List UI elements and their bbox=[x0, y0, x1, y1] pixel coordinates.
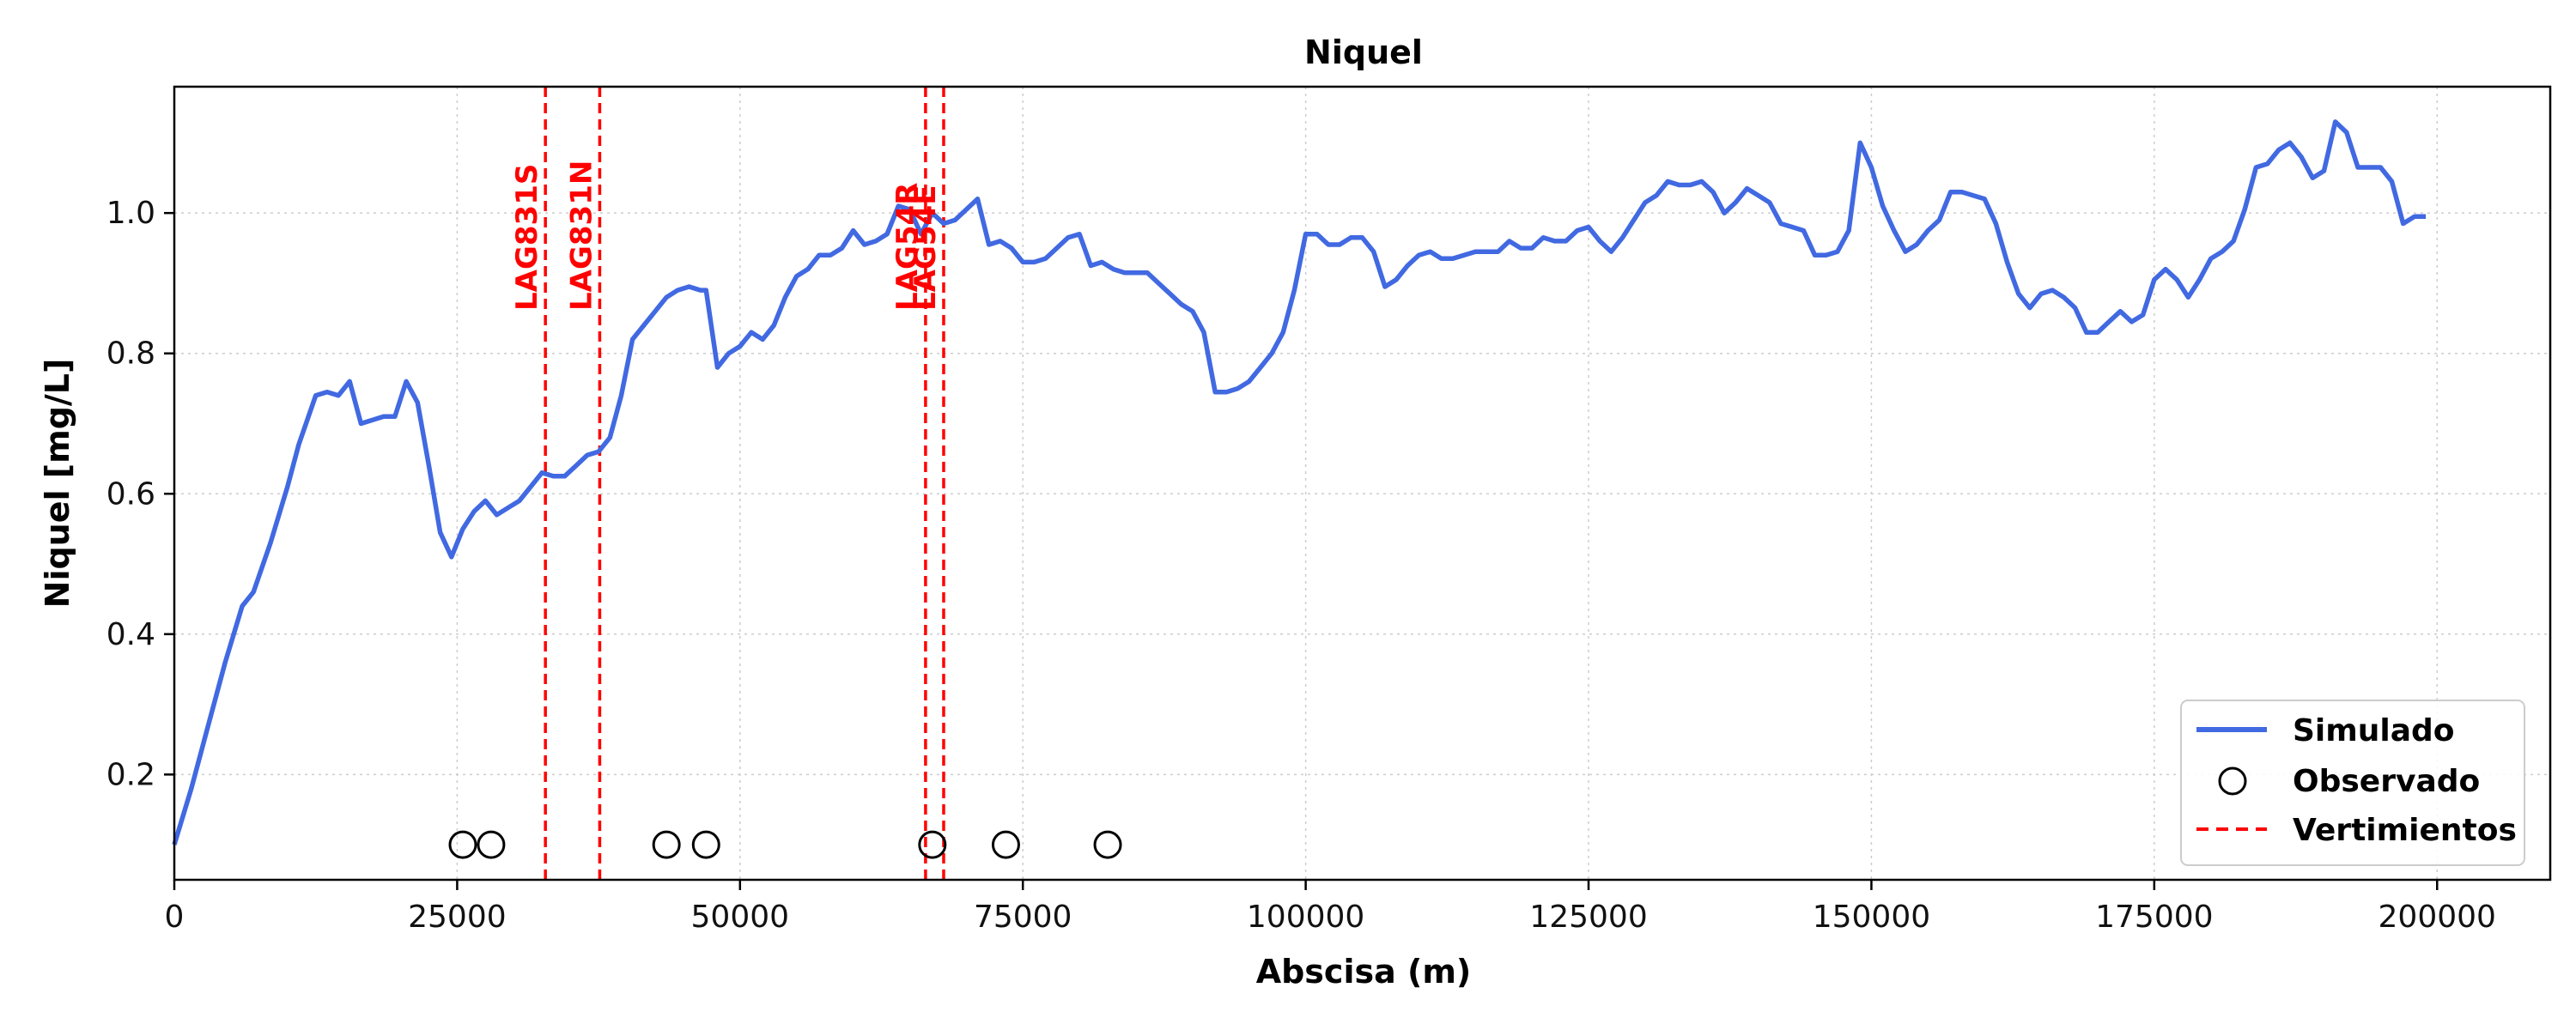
legend-box bbox=[2180, 700, 2525, 866]
y-tick-label-0: 0.2 bbox=[106, 757, 155, 792]
legend-observado-swatch bbox=[2218, 766, 2247, 796]
y-tick-label-3: 0.8 bbox=[106, 336, 155, 372]
vertimiento-label-3: LAG54E bbox=[908, 185, 943, 311]
x-tick-label-7: 175000 bbox=[2095, 900, 2213, 935]
legend: Simulado Observado Vertimientos bbox=[2180, 700, 2525, 866]
x-tick-label-0: 0 bbox=[165, 900, 185, 935]
observado-point-5 bbox=[991, 830, 1020, 859]
simulado-line bbox=[172, 119, 2427, 845]
observado-point-6 bbox=[1093, 830, 1122, 859]
observado-point-4 bbox=[918, 830, 947, 859]
y-tick-label-4: 1.0 bbox=[106, 196, 155, 231]
vertimiento-label-1: LAG831N bbox=[564, 161, 598, 311]
observado-point-2 bbox=[652, 830, 681, 859]
observado-point-0 bbox=[448, 830, 477, 859]
observado-points bbox=[448, 830, 1122, 859]
simulado-series bbox=[172, 119, 2427, 845]
x-tick-label-6: 150000 bbox=[1813, 900, 1930, 935]
y-axis-ticks: 0.2 0.4 0.6 0.8 1.0 bbox=[106, 196, 174, 792]
vertimiento-label-2: LAG54R bbox=[890, 183, 925, 311]
observado-point-3 bbox=[691, 830, 720, 859]
y-tick-label-1: 0.4 bbox=[106, 617, 155, 652]
y-tick-label-2: 0.6 bbox=[106, 476, 155, 512]
plot-area-frame bbox=[173, 85, 2552, 882]
x-axis-title: Abscisa (m) bbox=[1256, 953, 1472, 991]
vertimientos-lines bbox=[544, 87, 945, 880]
x-tick-label-2: 50000 bbox=[691, 900, 790, 935]
y-axis-title: Niquel [mg/L] bbox=[39, 359, 76, 609]
x-tick-label-5: 125000 bbox=[1529, 900, 1647, 935]
grid-lines bbox=[173, 87, 2550, 880]
vertimiento-label-0: LAG831S bbox=[510, 164, 544, 311]
legend-observado-label: Observado bbox=[2293, 764, 2480, 799]
x-tick-label-3: 75000 bbox=[974, 900, 1072, 935]
chart-title: Niquel bbox=[1304, 33, 1423, 71]
x-tick-label-8: 200000 bbox=[2379, 900, 2496, 935]
observado-point-1 bbox=[477, 830, 506, 859]
legend-vertimientos-label: Vertimientos bbox=[2293, 813, 2517, 848]
legend-simulado-label: Simulado bbox=[2293, 713, 2455, 748]
x-tick-label-1: 25000 bbox=[408, 900, 507, 935]
x-tick-label-4: 100000 bbox=[1247, 900, 1364, 935]
x-axis-ticks: 0 25000 50000 75000 100000 125000 150000 175000… bbox=[165, 880, 2496, 935]
